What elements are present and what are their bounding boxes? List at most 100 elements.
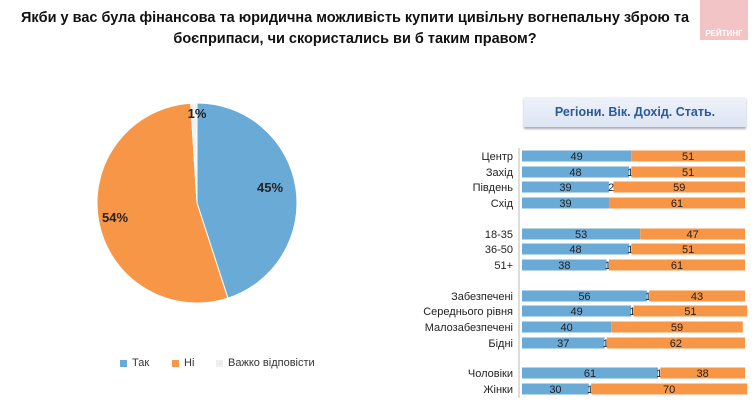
pie-slice-1 <box>96 102 229 304</box>
bar-segment <box>608 197 745 209</box>
bar-segment <box>522 367 659 379</box>
pie-slice-2 <box>190 102 198 204</box>
bar-value: 39 <box>559 198 571 210</box>
legend-item-no: Ні <box>172 357 194 369</box>
bar-value: 38 <box>558 260 570 272</box>
bar-value: 48 <box>569 167 581 179</box>
bar-segment <box>631 243 745 255</box>
bar-segment <box>629 166 632 178</box>
row-label: Чоловіки <box>468 368 513 380</box>
bar-segment <box>522 383 589 395</box>
bar-segment <box>522 166 630 178</box>
bar-value: 38 <box>697 368 709 380</box>
row-label: Малозабезпечені <box>425 322 513 334</box>
legend-label: Ні <box>184 357 195 369</box>
bar-segment <box>522 290 647 302</box>
row-label: Жінки <box>483 384 513 396</box>
bar-segment <box>522 243 630 255</box>
bar-value: 62 <box>670 338 682 350</box>
legend-swatch <box>120 359 127 367</box>
bar-segment <box>591 383 748 395</box>
pie-label: 54% <box>102 210 128 225</box>
bar-segment <box>522 197 609 209</box>
chart-title: Якби у вас була фінансова та юридична мо… <box>20 10 690 47</box>
bar-value: 39 <box>559 182 571 194</box>
bar-segment <box>660 367 745 379</box>
bar-value: 61 <box>671 260 683 272</box>
breakdown-header: Регіони. Вік. Дохід. Стать. <box>524 97 746 127</box>
bar-value: 56 <box>578 291 590 303</box>
bar-value: 49 <box>571 306 583 318</box>
bar-value: 47 <box>686 229 698 241</box>
bar-segment <box>629 243 632 255</box>
row-label: 51+ <box>494 260 513 272</box>
bar-value: 61 <box>584 368 596 380</box>
bar-value: 59 <box>671 322 683 334</box>
bar-value: 30 <box>549 384 561 396</box>
pie-label: 45% <box>257 180 283 195</box>
bar-segment <box>611 321 743 333</box>
bar-segment <box>633 305 748 317</box>
row-label: 18-35 <box>485 229 513 241</box>
bar-segment <box>522 337 605 349</box>
bar-value: 51 <box>682 151 694 163</box>
bar-value: 43 <box>691 291 703 303</box>
row-label: Схід <box>491 198 514 210</box>
row-label: Середнього рівня <box>423 306 513 318</box>
bar-segment <box>522 305 632 317</box>
pie-label: 1% <box>188 106 207 121</box>
bar-value: 1 <box>656 368 662 380</box>
bar-value: 1 <box>605 260 611 272</box>
bar-value: 51 <box>682 167 694 179</box>
bar-value: 70 <box>663 384 675 396</box>
row-label: Захід <box>486 167 514 179</box>
legend-swatch <box>216 359 223 367</box>
bar-value: 48 <box>569 244 581 256</box>
bar-value: 40 <box>560 322 572 334</box>
bar-segment <box>608 259 745 271</box>
bar-segment <box>631 305 634 317</box>
rating-logo: РЕЙТИНГ <box>700 0 748 40</box>
row-label: Центр <box>482 151 514 163</box>
bar-value: 1 <box>627 244 633 256</box>
bar-segment <box>631 166 745 178</box>
legend-label: Так <box>132 357 150 369</box>
bar-value: 1 <box>587 384 593 396</box>
row-label: Південь <box>473 182 514 194</box>
bar-value: 37 <box>557 338 569 350</box>
bar-segment <box>649 290 745 302</box>
bar-segment <box>604 337 607 349</box>
pie-slice-0 <box>196 102 298 299</box>
bar-value: 2 <box>608 182 614 194</box>
legend-swatch <box>172 359 179 367</box>
bar-segment <box>522 259 607 271</box>
bar-segment <box>640 228 745 240</box>
bar-segment <box>588 383 592 395</box>
bar-segment <box>646 290 650 302</box>
bar-segment <box>608 181 614 193</box>
bar-value: 53 <box>575 229 587 241</box>
legend-label: Важко відповісти <box>228 357 315 369</box>
bar-value: 51 <box>682 244 694 256</box>
bar-segment <box>522 181 609 193</box>
bar-value: 59 <box>673 182 685 194</box>
legend-item-yes: Так <box>120 357 149 369</box>
bar-segment <box>606 259 609 271</box>
bar-value: 1 <box>629 306 635 318</box>
bar-value: 1 <box>627 167 633 179</box>
bar-value: 51 <box>684 306 696 318</box>
bar-segment <box>522 321 612 333</box>
bar-segment <box>522 150 632 162</box>
bar-segment <box>631 150 745 162</box>
bar-segment <box>522 228 641 240</box>
row-label: 36-50 <box>485 244 513 256</box>
bar-value: 61 <box>671 198 683 210</box>
bar-segment <box>606 337 745 349</box>
row-label: Бідні <box>488 338 513 350</box>
bar-value: 1 <box>603 338 609 350</box>
bar-segment <box>613 181 745 193</box>
row-label: Забезпечені <box>451 291 513 303</box>
legend-item-hard: Важко відповісти <box>216 357 315 369</box>
bar-value: 1 <box>645 291 651 303</box>
